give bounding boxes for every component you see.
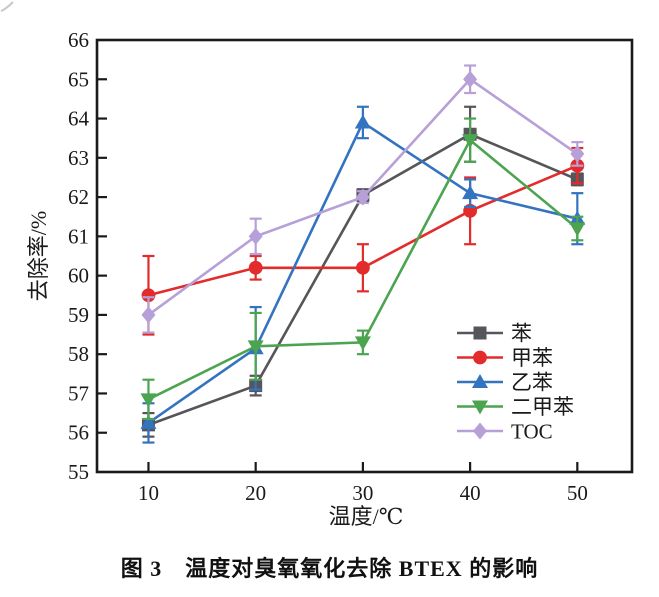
data-point-marker — [462, 185, 479, 200]
plot-area: 55 56 57 58 59 60 61 62 63 64 65 66 10 20 30 40 50 — [68, 28, 634, 505]
data-point-marker — [569, 222, 586, 237]
y-tick-label: 66 — [68, 28, 89, 52]
data-point-marker — [354, 336, 371, 351]
y-tick-label: 62 — [68, 185, 89, 209]
legend-label: 乙苯 — [511, 371, 553, 395]
series-xylene — [140, 117, 586, 421]
y-tick-label: 56 — [68, 421, 89, 445]
legend-marker — [472, 400, 488, 415]
legend-item-toc: TOC — [457, 420, 553, 444]
x-tick-label: 50 — [567, 481, 588, 505]
data-point-marker — [141, 306, 156, 324]
y-tick-label: 59 — [68, 303, 89, 327]
data-point-marker — [247, 340, 264, 355]
legend-item-ethylbenzene: 乙苯 — [457, 371, 553, 395]
data-point-marker — [140, 393, 157, 408]
legend-label: 甲苯 — [511, 346, 553, 370]
legend-label: 二甲苯 — [511, 395, 574, 419]
data-point-marker — [248, 227, 263, 245]
legend-label: 苯 — [511, 322, 532, 346]
series-toc — [141, 64, 585, 334]
data-point-marker — [140, 414, 157, 429]
legend-label: TOC — [511, 420, 553, 444]
legend-item-toluene: 甲苯 — [457, 346, 553, 370]
y-tick-label: 65 — [68, 67, 89, 91]
legend-marker — [473, 326, 487, 340]
series-toluene — [141, 146, 585, 336]
x-tick-label: 10 — [138, 481, 159, 505]
x-axis-title: 温度/℃ — [329, 504, 404, 529]
legend-marker — [473, 350, 487, 365]
legend-marker — [473, 422, 487, 440]
data-point-marker — [141, 288, 156, 303]
chart-canvas: 55 56 57 58 59 60 61 62 63 64 65 66 10 20 30 40 50 苯甲苯乙苯… — [0, 1, 634, 529]
data-point-marker — [570, 145, 585, 163]
y-axis-title: 去除率/% — [26, 211, 51, 301]
figure-caption: 图 3 温度对臭氧氧化去除 BTEX 的影响 — [120, 556, 539, 581]
x-tick-label: 30 — [352, 481, 373, 505]
legend-item-benzene: 苯 — [457, 322, 532, 346]
plot-frame — [95, 38, 634, 474]
data-point-marker — [355, 188, 370, 206]
data-point-marker — [355, 260, 370, 275]
x-tick-label: 20 — [245, 481, 266, 505]
data-point-marker — [463, 70, 478, 88]
y-tick-label: 55 — [68, 460, 89, 484]
x-tick-label: 40 — [460, 481, 481, 505]
y-tick-label: 58 — [68, 342, 89, 366]
legend-item-xylene: 二甲苯 — [457, 395, 574, 419]
y-tick-label: 57 — [68, 381, 89, 405]
y-tick-label: 63 — [68, 146, 89, 170]
legend-marker — [472, 374, 488, 388]
data-point-marker — [248, 260, 263, 275]
scan-artifact-mark — [0, 1, 14, 12]
data-point-marker — [462, 134, 479, 149]
y-tick-label: 64 — [68, 107, 90, 131]
y-tick-label: 60 — [68, 264, 89, 288]
y-tick-label: 61 — [68, 224, 89, 248]
data-point-marker — [354, 114, 371, 129]
